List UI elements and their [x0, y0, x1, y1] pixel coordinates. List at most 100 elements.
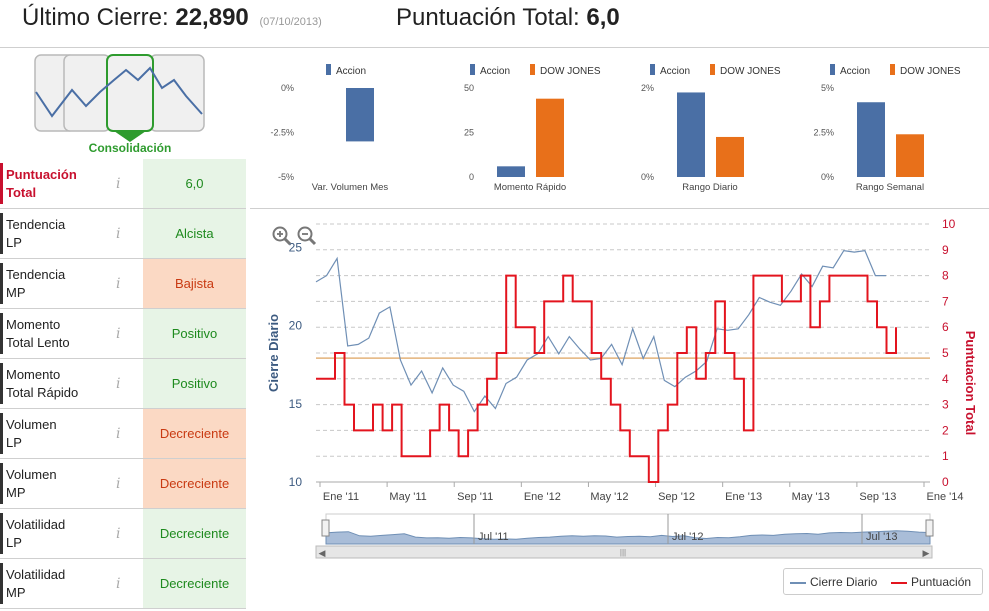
right-tick-label: 6 [942, 320, 949, 334]
scroll-left-arrow: ◀ [319, 548, 326, 558]
info-icon[interactable]: i [116, 326, 121, 342]
navigator-handle-left[interactable] [321, 519, 330, 537]
x-tick-label: May '13 [792, 491, 830, 503]
x-tick-label: Sep '13 [859, 491, 896, 503]
metric-row-tendencia-mp: Tendencia MP i Bajista [0, 259, 246, 309]
mini-tick-label: 0% [281, 83, 294, 93]
navigator-label: Jul '11 [478, 531, 509, 543]
mini-legend-swatch [710, 64, 715, 75]
last-close-label: Último Cierre: [22, 4, 169, 31]
right-tick-label: 0 [942, 475, 949, 489]
info-icon[interactable]: i [116, 526, 121, 542]
last-close-date: (07/10/2013) [259, 16, 322, 28]
mini-legend-label: Accion [660, 66, 690, 77]
mini-legend-swatch [830, 64, 835, 75]
pattern-line [35, 66, 203, 118]
info-icon[interactable]: i [116, 276, 121, 292]
navigator-handle-right[interactable] [925, 519, 934, 537]
info-icon[interactable]: i [116, 476, 121, 492]
mini-bar [677, 92, 705, 177]
info-icon[interactable]: i [116, 376, 121, 392]
mini-bar [346, 88, 374, 142]
metric-value: Decreciente [143, 409, 246, 458]
mini-tick-label: 2.5% [813, 128, 834, 138]
metric-value: Alcista [143, 209, 246, 258]
right-tick-label: 5 [942, 346, 949, 360]
mini-xlabel: Rango Semanal [856, 182, 924, 193]
info-icon[interactable]: i [116, 176, 121, 192]
mini-legend-label: Accion [336, 66, 366, 77]
metric-value: Decreciente [143, 459, 246, 508]
zoom-out-icon[interactable] [297, 226, 317, 246]
mini-bar [536, 98, 564, 177]
mini-legend-swatch [650, 64, 655, 75]
metric-label: Tendencia MP [6, 267, 66, 300]
metric-value: Positivo [143, 309, 246, 358]
zoom-in-icon[interactable] [272, 226, 292, 246]
mini-bar [497, 166, 525, 177]
row-marker [0, 363, 3, 404]
mini-legend-swatch [326, 64, 331, 75]
main-chart: 10 15 20 25 0 1 2 3 4 5 6 7 8 9 10 Cierre Diario Puntuac… [266, 217, 978, 559]
mini-tick-label: 25 [464, 128, 474, 138]
right-tick-label: 10 [942, 217, 956, 231]
header: Último Cierre: 22,890 (07/10/2013) Puntu… [0, 0, 989, 48]
scroll-grip: ||| [620, 548, 626, 557]
metric-value: Decreciente [143, 509, 246, 558]
info-icon[interactable]: i [116, 226, 121, 242]
navigator-scrollbar[interactable] [315, 545, 933, 559]
metric-label: Volumen LP [6, 417, 57, 450]
navigator-label: Jul '12 [672, 531, 703, 543]
mini-chart-var-volumen-mes: Accion 0% -2.5% -5% Var. Volumen Mes [270, 64, 388, 193]
metric-row-puntuacion-total: Puntuación Total i 6,0 [0, 159, 246, 209]
row-marker [0, 413, 3, 454]
mini-charts: Accion 0% -2.5% -5% Var. Volumen Mes Accion D… [250, 54, 989, 206]
left-axis-title: Cierre Diario [266, 314, 281, 392]
row-marker [0, 213, 3, 254]
row-marker [0, 463, 3, 504]
right-tick-label: 8 [942, 269, 949, 283]
x-tick-label: Sep '12 [658, 491, 695, 503]
metric-label: Puntuación Total [6, 167, 77, 200]
metric-row-tendencia-lp: Tendencia LP i Alcista [0, 209, 246, 259]
left-tick-label: 20 [289, 319, 303, 333]
right-axis-title: Puntuacion Total [963, 331, 978, 435]
left-tick-label: 15 [289, 397, 303, 411]
legend-swatch-puntuacion [891, 581, 907, 584]
mini-chart-momento-rapido: Accion DOW JONES 50 25 0 Momento Rápido [464, 64, 601, 193]
x-tick-label: Ene '14 [927, 491, 964, 503]
legend-item-cierre[interactable]: Cierre Diario [790, 575, 877, 589]
metric-row-momento-total-lento: Momento Total Lento i Positivo [0, 309, 246, 359]
right-tick-label: 4 [942, 372, 949, 386]
pattern-label: Consolidación [88, 141, 172, 155]
mini-tick-label: -5% [278, 172, 294, 182]
metric-value: Decreciente [143, 559, 246, 608]
info-icon[interactable]: i [116, 576, 121, 592]
metric-value: Bajista [143, 259, 246, 308]
metric-value: Positivo [143, 359, 246, 408]
mini-legend-label: DOW JONES [540, 66, 601, 77]
row-marker [0, 163, 3, 204]
series-puntuacion [316, 274, 897, 483]
mini-tick-label: 2% [641, 83, 654, 93]
metric-label: Volatilidad MP [6, 567, 66, 600]
legend-item-puntuacion[interactable]: Puntuación [891, 575, 971, 589]
mini-tick-label: -2.5% [270, 128, 294, 138]
chart-legend: Cierre Diario Puntuación [783, 568, 983, 595]
row-marker [0, 563, 3, 604]
mini-legend-label: Accion [480, 66, 510, 77]
metric-label: Volatilidad LP [6, 517, 66, 550]
mini-tick-label: 0% [821, 172, 834, 182]
x-tick-label: May '12 [590, 491, 628, 503]
pattern-box-4 [149, 54, 205, 132]
pattern-graphic [34, 54, 205, 142]
info-icon[interactable]: i [116, 426, 121, 442]
mini-legend-swatch [470, 64, 475, 75]
mini-legend-swatch [530, 64, 535, 75]
metrics-list: Puntuación Total i 6,0 Tendencia LP i Alci… [0, 159, 246, 609]
mini-tick-label: 5% [821, 83, 834, 93]
mini-tick-label: 50 [464, 83, 474, 93]
right-tick-label: 2 [942, 423, 949, 437]
metric-label: Tendencia LP [6, 217, 66, 250]
navigator-area [325, 530, 931, 545]
